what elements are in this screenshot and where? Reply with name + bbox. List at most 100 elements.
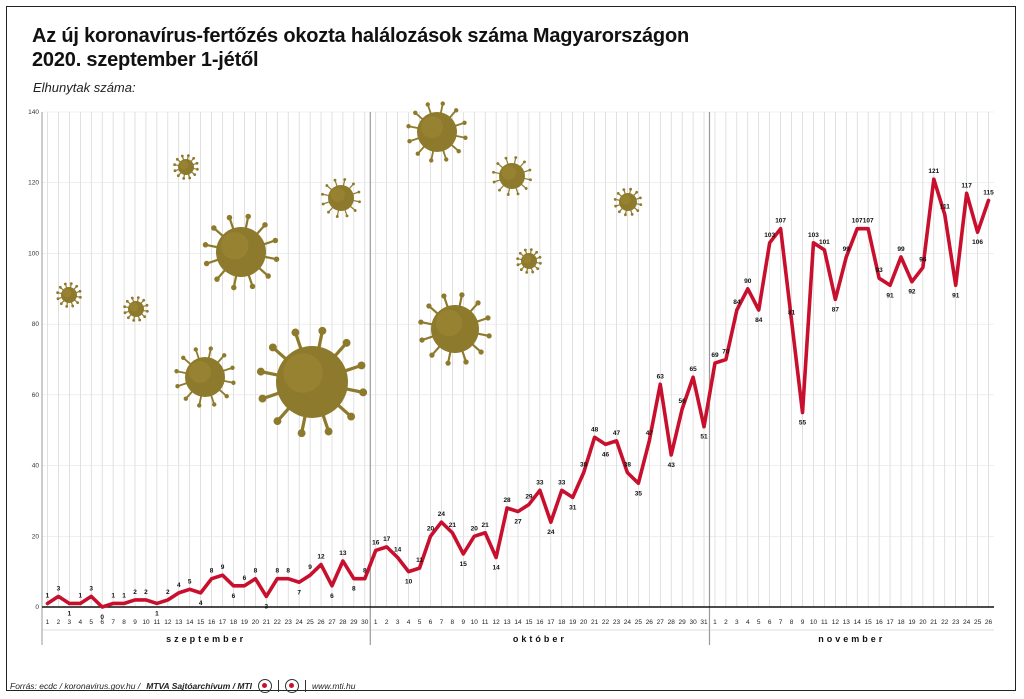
x-tick-label: 24 xyxy=(624,619,632,626)
x-tick-label: 14 xyxy=(514,619,522,626)
data-label: 8 xyxy=(286,568,290,575)
data-label: 3 xyxy=(57,585,61,592)
virus-spike-tip xyxy=(535,250,539,254)
virus-spike-tip xyxy=(192,156,196,160)
virus-spike-tip xyxy=(639,203,643,206)
data-label: 38 xyxy=(624,462,632,469)
series-line xyxy=(45,177,991,609)
virus-spike-tip xyxy=(359,388,368,397)
coronavirus-icon xyxy=(321,178,361,218)
virus-spike-tip xyxy=(478,349,484,355)
data-label: 69 xyxy=(711,352,719,359)
data-label: 99 xyxy=(843,246,851,253)
x-tick-label: 31 xyxy=(700,619,708,626)
virus-spike-tip xyxy=(245,213,251,220)
x-tick-label: 27 xyxy=(328,619,336,626)
data-label: 6 xyxy=(232,593,236,600)
data-label: 5 xyxy=(188,578,192,585)
data-label: 0 xyxy=(100,614,104,621)
virus-spike-tip xyxy=(258,394,267,403)
virus-spike-tip xyxy=(538,261,542,265)
x-tick-label: 7 xyxy=(440,619,444,626)
data-label: 33 xyxy=(536,479,544,486)
data-label: 15 xyxy=(460,561,468,568)
data-label: 121 xyxy=(928,168,939,175)
data-label: 1 xyxy=(78,592,82,599)
x-tick-label: 11 xyxy=(821,619,828,626)
virus-spike-tip xyxy=(630,212,634,216)
virus-spike-tip xyxy=(78,289,82,293)
x-tick-label: 28 xyxy=(668,619,676,626)
x-tick-label: 18 xyxy=(897,619,905,626)
x-tick-label: 25 xyxy=(306,619,314,626)
virus-spike-tip xyxy=(126,316,130,320)
y-tick-label: 60 xyxy=(32,392,40,399)
data-label: 43 xyxy=(668,462,676,469)
x-tick-label: 4 xyxy=(746,619,750,626)
x-tick-label: 6 xyxy=(768,619,772,626)
virus-spike-tip xyxy=(321,202,325,206)
data-label: 47 xyxy=(613,430,621,437)
virus-spike-tip xyxy=(125,299,129,303)
x-tick-label: 5 xyxy=(89,619,93,626)
virus-spike-tip xyxy=(273,256,280,262)
x-tick-label: 2 xyxy=(724,619,728,626)
virus-spike-tip xyxy=(195,161,199,165)
x-tick-label: 8 xyxy=(122,619,126,626)
virus-spike-tip xyxy=(333,178,337,182)
x-tick-label: 1 xyxy=(713,619,717,626)
virus-spike-tip xyxy=(357,190,361,194)
virus-spike-tip xyxy=(65,304,69,308)
data-label: 91 xyxy=(952,292,960,299)
virus-spike-tip xyxy=(195,167,199,171)
virus-spike-tip xyxy=(56,297,60,301)
title-line-2: 2020. szeptember 1-jétől xyxy=(32,49,259,71)
x-tick-label: 8 xyxy=(790,619,794,626)
virus-spike-tip xyxy=(406,124,411,129)
x-tick-label: 3 xyxy=(735,619,739,626)
x-tick-label: 27 xyxy=(657,619,665,626)
data-label: 8 xyxy=(352,586,356,593)
virus-spike-tip xyxy=(183,396,188,401)
coronavirus-icon xyxy=(174,346,236,408)
data-label: 103 xyxy=(764,232,775,239)
virus-spike-tip xyxy=(138,318,142,322)
virus-spike-tip xyxy=(516,257,520,261)
virus-spike-tip xyxy=(63,282,67,286)
data-label: 48 xyxy=(591,426,599,433)
data-label: 51 xyxy=(700,434,708,441)
virus-spike-tip xyxy=(358,200,361,204)
virus-spike-tip xyxy=(426,303,432,309)
virus-highlight xyxy=(62,288,72,298)
virus-spike-tip xyxy=(425,102,430,107)
virus-spike-tip xyxy=(415,151,420,156)
virus-spike-tip xyxy=(56,291,60,295)
virus-spike-tip xyxy=(444,157,449,162)
data-label: 28 xyxy=(503,497,511,504)
x-tick-label: 26 xyxy=(985,619,993,626)
data-label: 24 xyxy=(438,511,446,518)
x-tick-label: 10 xyxy=(810,619,818,626)
data-label: 1 xyxy=(68,610,72,617)
data-label: 12 xyxy=(317,554,325,561)
x-tick-label: 6 xyxy=(429,619,433,626)
virus-spike-tip xyxy=(413,110,418,115)
virus-spike-tip xyxy=(352,182,355,186)
y-tick-label: 40 xyxy=(32,463,40,470)
x-tick-label: 23 xyxy=(952,619,960,626)
data-label: 29 xyxy=(525,493,533,500)
virus-spike-tip xyxy=(59,302,63,306)
x-tick-label: 14 xyxy=(854,619,862,626)
virus-spike-tip xyxy=(214,276,220,282)
virus-highlight xyxy=(283,353,323,393)
data-label: 92 xyxy=(908,289,916,296)
virus-spike-tip xyxy=(273,417,282,426)
virus-spike-tip xyxy=(429,352,435,358)
virus-spike-tip xyxy=(136,296,140,300)
virus-spike-tip xyxy=(181,355,186,360)
x-tick-label: 24 xyxy=(296,619,304,626)
data-label: 14 xyxy=(394,547,402,554)
virus-spike-tip xyxy=(272,237,279,244)
x-tick-label: 18 xyxy=(558,619,566,626)
virus-spike-tip xyxy=(635,190,639,194)
